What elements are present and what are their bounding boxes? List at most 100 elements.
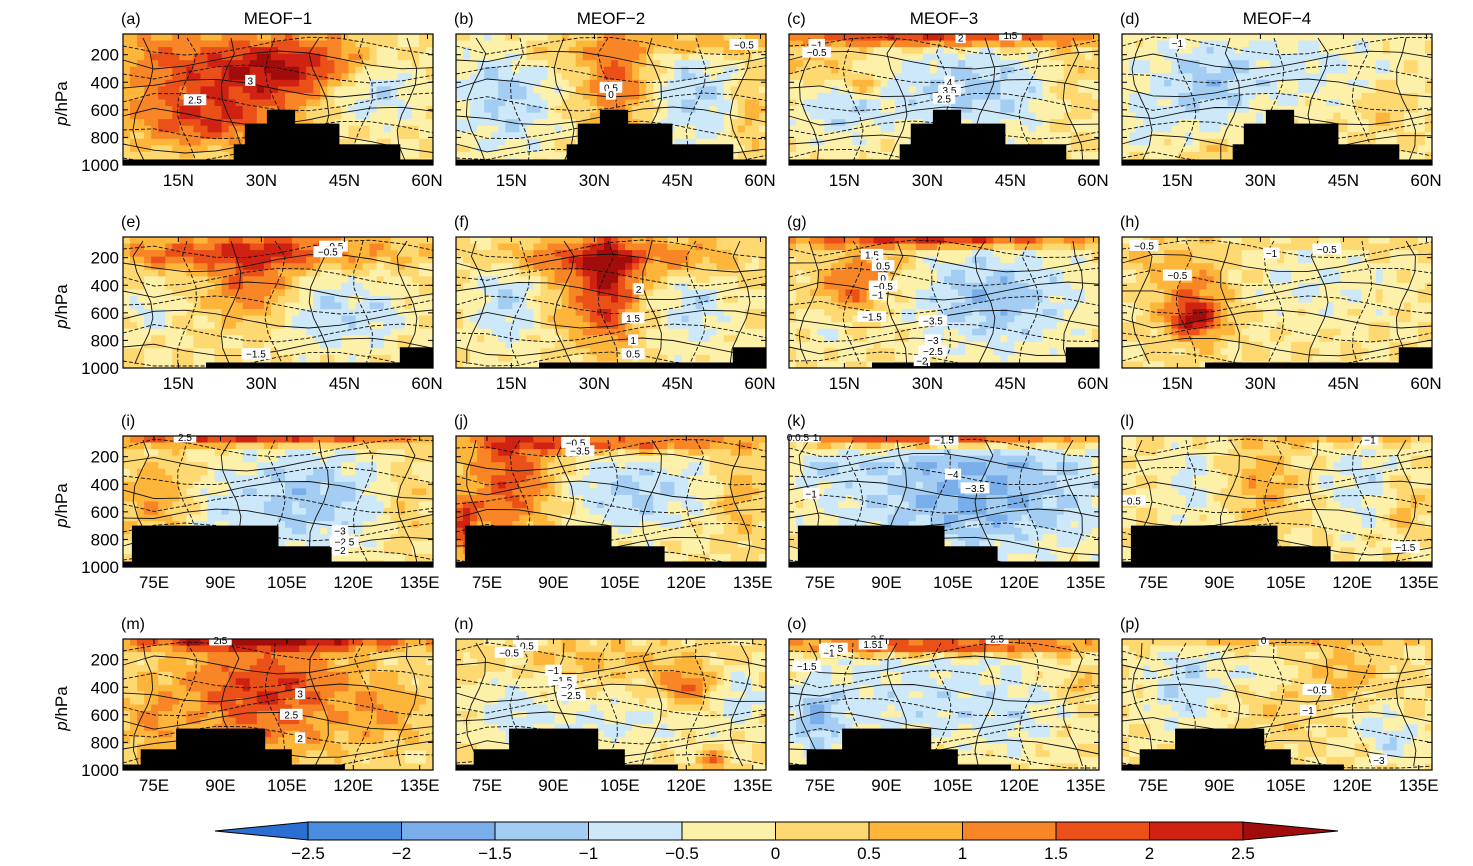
field-cell xyxy=(249,47,258,55)
field-cell xyxy=(737,34,746,42)
field-cell xyxy=(859,73,868,81)
field-cell xyxy=(929,73,938,81)
field-cell xyxy=(327,79,335,87)
field-cell xyxy=(1077,66,1086,74)
field-cell xyxy=(498,99,506,107)
field-cell xyxy=(221,295,230,304)
field-cell xyxy=(411,86,420,94)
field-cell xyxy=(299,112,307,120)
field-cell xyxy=(1347,132,1356,140)
field-cell xyxy=(299,66,307,74)
field-cell xyxy=(200,138,209,146)
field-cell xyxy=(484,341,492,349)
field-cell xyxy=(327,40,335,48)
field-cell xyxy=(695,119,704,127)
field-cell xyxy=(603,34,612,42)
field-cell xyxy=(894,34,903,42)
field-cell xyxy=(193,263,202,271)
field-cell xyxy=(228,282,237,290)
field-cell xyxy=(1396,112,1405,120)
field-cell xyxy=(1382,40,1391,48)
field-cell xyxy=(1234,40,1243,48)
field-cell xyxy=(249,282,258,290)
field-cell xyxy=(144,341,152,349)
field-cell xyxy=(278,263,286,271)
field-cell xyxy=(1361,47,1370,55)
field-cell xyxy=(660,47,668,55)
field-cell xyxy=(533,92,542,101)
field-cell xyxy=(1424,79,1433,87)
field-cell xyxy=(228,309,237,317)
field-cell xyxy=(1206,79,1215,87)
field-cell xyxy=(859,47,868,55)
field-cell xyxy=(873,34,882,42)
field-cell xyxy=(681,132,690,140)
field-cell xyxy=(484,79,492,87)
field-cell xyxy=(470,315,478,323)
field-cell xyxy=(411,243,420,251)
field-cell xyxy=(951,60,959,68)
field-cell xyxy=(1326,106,1334,114)
contour-line xyxy=(122,78,434,98)
field-cell xyxy=(299,86,307,94)
field-cell xyxy=(1049,60,1058,68)
field-cell xyxy=(491,40,499,48)
field-cell xyxy=(151,73,159,81)
field-cell xyxy=(1129,125,1137,133)
field-cell xyxy=(306,341,314,349)
field-cell xyxy=(186,106,195,114)
field-cell xyxy=(221,138,230,146)
field-cell xyxy=(852,112,861,120)
field-cell xyxy=(334,282,343,290)
field-cell xyxy=(221,40,230,48)
contour-label-box xyxy=(938,84,961,96)
field-cell xyxy=(1298,40,1306,48)
field-cell xyxy=(880,106,889,114)
field-cell xyxy=(463,34,471,42)
field-cell xyxy=(1220,47,1229,55)
field-cell xyxy=(681,106,690,114)
field-cell xyxy=(1049,92,1058,101)
field-cell xyxy=(1049,106,1058,114)
field-cell xyxy=(355,92,364,101)
field-cell xyxy=(397,125,406,133)
field-cell xyxy=(908,73,917,81)
field-cell xyxy=(944,66,952,74)
field-cell xyxy=(193,106,202,114)
field-cell xyxy=(554,119,563,127)
field-cell xyxy=(1091,132,1100,140)
field-cell xyxy=(1185,40,1194,48)
field-cell xyxy=(214,263,223,271)
field-cell xyxy=(369,106,378,114)
contour-line xyxy=(264,37,286,162)
field-cell xyxy=(214,125,223,133)
field-cell xyxy=(404,151,413,160)
field-cell xyxy=(228,237,237,245)
field-cell xyxy=(632,79,640,87)
field-cell xyxy=(299,328,307,336)
field-cell xyxy=(320,34,328,42)
field-cell xyxy=(137,315,145,323)
field-cell xyxy=(179,86,188,94)
field-cell xyxy=(1227,40,1236,48)
field-cell xyxy=(207,322,216,330)
field-cell xyxy=(554,60,563,68)
x-tick-label: 60N xyxy=(411,171,442,190)
field-cell xyxy=(540,73,549,81)
field-cell xyxy=(1122,132,1130,140)
field-cell xyxy=(165,276,173,284)
field-cell xyxy=(596,53,605,61)
field-cell xyxy=(144,99,152,107)
field-cell xyxy=(1347,60,1356,68)
field-cell xyxy=(1049,73,1058,81)
field-cell xyxy=(1220,92,1229,101)
field-cell xyxy=(1424,86,1433,94)
field-cell xyxy=(263,322,272,330)
field-cell xyxy=(285,282,293,290)
field-cell xyxy=(470,269,478,277)
field-cell xyxy=(313,47,321,55)
field-cell xyxy=(1312,40,1320,48)
field-cell xyxy=(228,106,237,114)
field-cell xyxy=(404,119,413,127)
field-cell xyxy=(425,151,434,160)
